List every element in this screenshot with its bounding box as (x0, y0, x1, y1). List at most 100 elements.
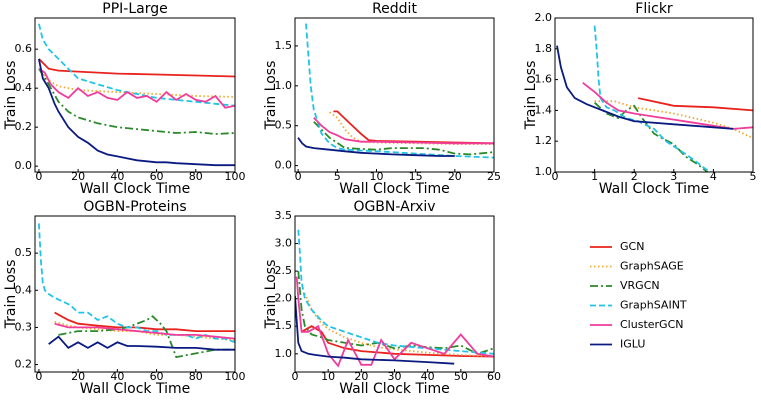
y-tick-label: 0.0 (15, 159, 33, 172)
series-group (295, 229, 494, 368)
plot-frame (34, 17, 236, 173)
y-tick-label: 0.0 (275, 159, 293, 172)
series-line (295, 276, 494, 368)
series-group (38, 223, 235, 359)
y-tick-label: 2.0 (275, 292, 293, 305)
y-tick-label: 0.3 (15, 320, 33, 333)
series-line (38, 68, 235, 98)
series-line (313, 121, 494, 156)
x-tick-label: 0 (292, 370, 299, 383)
chart-title: OGBN-Arxiv (353, 199, 435, 215)
y-tick-label: 0.5 (275, 119, 293, 132)
y-tick-label: 0.4 (15, 81, 33, 94)
y-tick-label: 0.4 (15, 283, 33, 296)
series-line (48, 335, 235, 351)
y-tick-label: 3.0 (275, 237, 293, 250)
series-line (313, 117, 494, 145)
series-line (304, 292, 494, 358)
series-group (38, 23, 235, 167)
x-axis-label: Wall Clock Time (80, 381, 191, 397)
series-line (38, 67, 235, 109)
x-tick-label: 10 (369, 170, 383, 183)
y-tick-label: 1.0 (275, 347, 293, 360)
y-tick-label: 2.5 (275, 264, 293, 277)
series-line (54, 322, 235, 340)
x-tick-label: 0 (295, 170, 302, 183)
x-tick-label: 0 (35, 170, 42, 183)
y-axis-label: Train Loss (523, 61, 539, 131)
legend-label: VRGCN (620, 279, 660, 292)
chart-title: OGBN-Proteins (83, 199, 186, 215)
series-group (297, 23, 494, 159)
y-tick-label: 1.0 (275, 79, 293, 92)
chart-title: PPI-Large (102, 1, 167, 17)
x-tick-label: 80 (189, 170, 203, 183)
x-axis-label: Wall Clock Time (80, 181, 191, 197)
plot-frame (294, 215, 495, 373)
x-tick-label: 0 (552, 170, 559, 183)
series-line (54, 311, 235, 332)
legend-label: GraphSAGE (620, 260, 684, 273)
plot-frame (554, 17, 754, 173)
x-tick-label: 40 (421, 370, 435, 383)
y-tick-label: 3.5 (275, 209, 293, 222)
y-axis-label: Train Loss (263, 260, 279, 330)
x-tick-label: 100 (225, 370, 246, 383)
y-tick-label: 0.2 (15, 358, 33, 371)
x-tick-label: 100 (225, 170, 246, 183)
x-tick-label: 0 (35, 370, 42, 383)
legend-label: IGLU (620, 338, 645, 351)
series-group (556, 25, 753, 172)
x-tick-label: 40 (110, 170, 124, 183)
y-tick-label: 1.5 (275, 319, 293, 332)
y-tick-label: 1.5 (275, 39, 293, 52)
series-line (297, 137, 455, 157)
y-tick-label: 1.2 (535, 134, 553, 147)
x-tick-label: 10 (321, 370, 335, 383)
series-line (305, 23, 494, 159)
x-tick-label: 60 (150, 170, 164, 183)
series-line (38, 58, 235, 78)
y-tick-label: 0.5 (15, 246, 33, 259)
x-tick-label: 50 (454, 370, 468, 383)
series-line (333, 110, 494, 145)
x-axis-label: Wall Clock Time (339, 181, 450, 197)
y-tick-label: 1.4 (535, 103, 553, 116)
x-tick-label: 30 (388, 370, 402, 383)
x-tick-label: 20 (71, 370, 85, 383)
x-tick-label: 4 (710, 170, 717, 183)
y-tick-label: 2.0 (535, 11, 553, 24)
chart-title: Flickr (635, 1, 673, 17)
x-axis-label: Wall Clock Time (599, 181, 710, 197)
x-tick-label: 15 (409, 170, 423, 183)
y-tick-label: 0.6 (15, 42, 33, 55)
y-axis-label: Train Loss (3, 61, 19, 131)
x-tick-label: 60 (487, 370, 501, 383)
x-tick-label: 60 (150, 370, 164, 383)
x-tick-label: 3 (670, 170, 677, 183)
series-line (638, 97, 753, 112)
series-line (556, 45, 734, 130)
x-tick-label: 25 (487, 170, 501, 183)
y-tick-label: 0.2 (15, 120, 33, 133)
legend-label: GCN (620, 240, 644, 253)
y-axis-label: Train Loss (263, 61, 279, 131)
x-tick-label: 5 (750, 170, 757, 183)
series-line (297, 229, 494, 355)
y-tick-label: 1.8 (535, 42, 553, 55)
x-tick-label: 20 (71, 170, 85, 183)
series-line (582, 81, 753, 130)
legend-label: ClusterGCN (620, 318, 683, 331)
plot-frame (294, 17, 495, 173)
series-line (594, 100, 753, 139)
x-tick-label: 20 (354, 370, 368, 383)
x-axis-label: Wall Clock Time (339, 381, 450, 397)
y-axis-label: Train Loss (3, 260, 19, 330)
x-tick-label: 20 (448, 170, 462, 183)
series-line (38, 58, 235, 167)
x-tick-label: 80 (189, 370, 203, 383)
chart-title: Reddit (372, 1, 417, 17)
plot-frame (34, 215, 236, 373)
series-line (38, 23, 235, 107)
